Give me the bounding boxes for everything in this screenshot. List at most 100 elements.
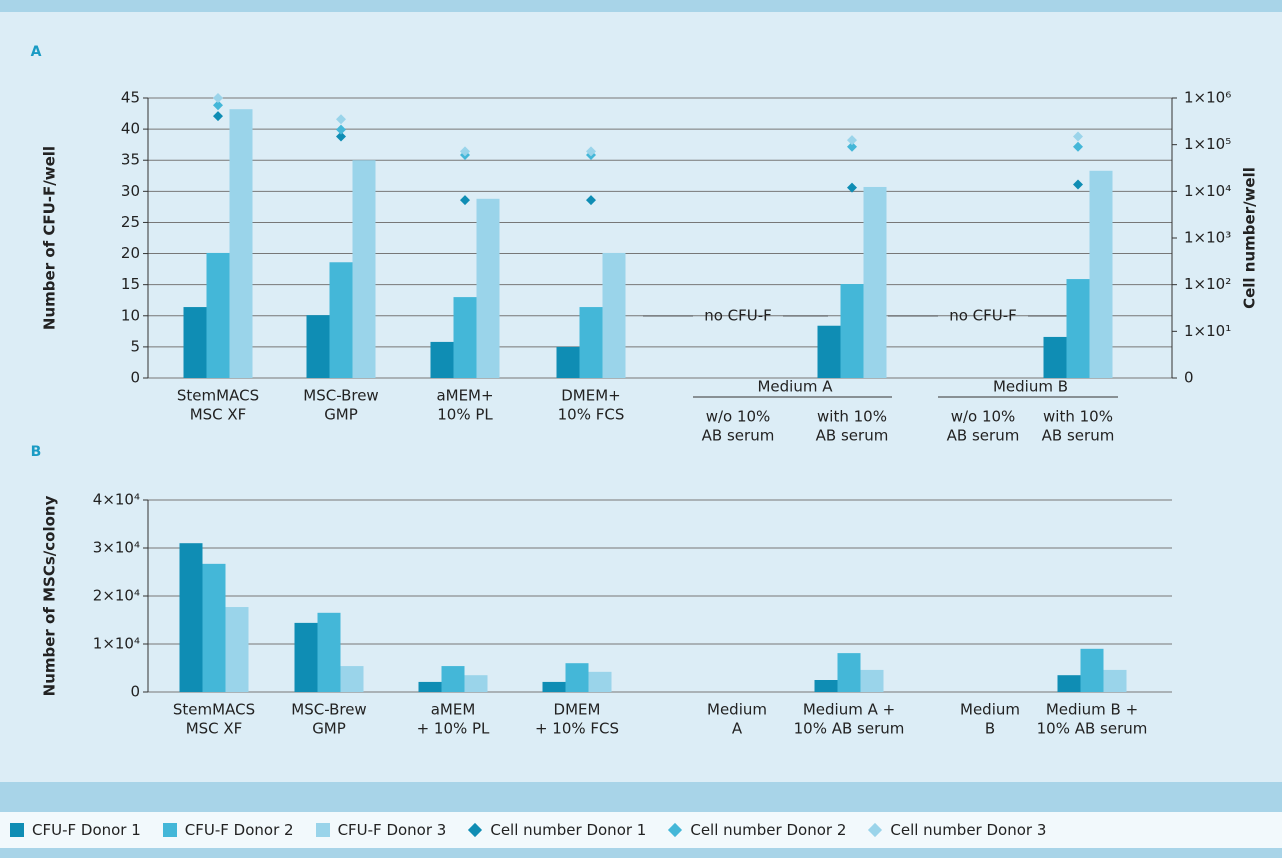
bar [588, 671, 612, 692]
legend-swatch [315, 823, 330, 837]
y2-tick-label: 1×10¹ [1184, 322, 1231, 340]
y-tick-label: 0 [130, 369, 140, 387]
diamond-marker [847, 182, 857, 193]
bar [441, 666, 465, 692]
x-tick-label: AB serum [947, 427, 1020, 445]
bar [860, 669, 884, 692]
x-tick-label: DMEM [554, 701, 601, 719]
top-band [0, 0, 1282, 12]
legend-item: Cell number Donor 2 [668, 821, 846, 839]
panel-label: A [31, 44, 42, 60]
x-tick-label: MSC-Brew [303, 387, 378, 405]
bar [418, 681, 442, 692]
legend-item: CFU-F Donor 3 [315, 821, 447, 839]
y2-tick-label: 1×10⁵ [1184, 135, 1231, 153]
y-tick-label: 2×10⁴ [93, 587, 140, 605]
y-tick-label: 30 [121, 182, 140, 200]
y-axis-title: Number of CFU-F/well [41, 146, 59, 330]
group-label: Medium A [757, 378, 833, 396]
annotation: no CFU-F [704, 307, 772, 325]
x-tick-label: A [732, 720, 743, 738]
x-tick-label: StemMACS [177, 387, 259, 405]
group-label: Medium B [993, 378, 1068, 396]
y-tick-label: 25 [121, 213, 140, 231]
legend-label: Cell number Donor 1 [490, 821, 647, 839]
bar [602, 252, 626, 378]
x-tick-label: MSC XF [190, 406, 247, 424]
bar [579, 307, 603, 378]
legend-label: CFU-F Donor 1 [32, 821, 141, 839]
x-tick-label: 10% FCS [558, 406, 625, 424]
bar [306, 315, 330, 378]
chart: A Number of CFU-F/well 0 5 10 15 20 25 30 35 40 45 C… [31, 44, 1259, 738]
bar [814, 680, 838, 692]
bar [476, 198, 500, 378]
annotation: no CFU-F [949, 307, 1017, 325]
legend-item: Cell number Donor 3 [868, 821, 1046, 839]
panel-label: B [31, 444, 42, 460]
bar [542, 681, 566, 692]
diamond-marker [586, 195, 596, 206]
x-tick-label: Medium [960, 701, 1020, 719]
diamond-marker [460, 195, 470, 206]
legend-swatch [468, 822, 483, 838]
legend-swatch [668, 822, 683, 838]
bar [863, 186, 887, 378]
bar [837, 653, 861, 692]
y-tick-label: 10 [121, 306, 140, 324]
x-tick-label: AB serum [816, 427, 889, 445]
y-tick-label: 20 [121, 244, 140, 262]
y-tick-label: 35 [121, 151, 140, 169]
legend-label: CFU-F Donor 2 [184, 821, 294, 839]
y-axis-title: Number of MSCs/colony [41, 495, 59, 696]
x-tick-label: 10% PL [437, 406, 493, 424]
bar [329, 262, 353, 378]
legend-label: Cell number Donor 2 [690, 821, 847, 839]
diamond-marker [336, 114, 346, 125]
x-tick-label: B [985, 720, 995, 738]
y-tick-label: 5 [130, 337, 140, 355]
diamond-marker [213, 111, 223, 122]
y2-tick-label: 1×10² [1184, 275, 1231, 293]
x-tick-label: + 10% PL [417, 720, 490, 738]
x-tick-label: GMP [324, 406, 358, 424]
bar [202, 563, 226, 692]
diamond-marker [1073, 179, 1083, 190]
diamond-marker [213, 93, 223, 103]
legend-swatch [162, 823, 177, 837]
x-tick-label: w/o 10% [951, 408, 1016, 426]
bar [179, 543, 203, 692]
y-tick-label: 40 [121, 120, 140, 138]
x-tick-label: Medium B + [1046, 701, 1138, 719]
x-tick-label: AB serum [1042, 427, 1115, 445]
x-tick-label: StemMACS [173, 701, 255, 719]
bar [1080, 648, 1104, 692]
diamond-marker [336, 124, 346, 135]
bar [565, 663, 589, 692]
bar [206, 252, 230, 378]
x-tick-label: AB serum [702, 427, 775, 445]
legend-item: Cell number Donor 1 [468, 821, 646, 839]
diamond-marker [1073, 131, 1083, 142]
bar [464, 675, 488, 692]
bar [556, 346, 580, 378]
legend-label: CFU-F Donor 3 [337, 821, 447, 839]
bar [225, 607, 249, 692]
legend-swatch [868, 822, 883, 838]
legend-item: CFU-F Donor 2 [162, 821, 294, 839]
diamond-marker [460, 146, 470, 157]
legend-label: Cell number Donor 3 [890, 821, 1047, 839]
x-tick-label: Medium [707, 701, 767, 719]
y-tick-label: 15 [121, 275, 140, 293]
x-tick-label: + 10% FCS [535, 720, 619, 738]
bar [340, 666, 364, 692]
x-tick-label: GMP [312, 720, 346, 738]
legend-item: CFU-F Donor 1 [10, 821, 141, 839]
diamond-marker [213, 100, 223, 111]
x-tick-label: 10% AB serum [794, 720, 905, 738]
bar [817, 325, 841, 378]
x-tick-label: 10% AB serum [1037, 720, 1148, 738]
legend-swatch [10, 823, 24, 837]
bar [294, 622, 318, 692]
bar [1057, 675, 1081, 692]
